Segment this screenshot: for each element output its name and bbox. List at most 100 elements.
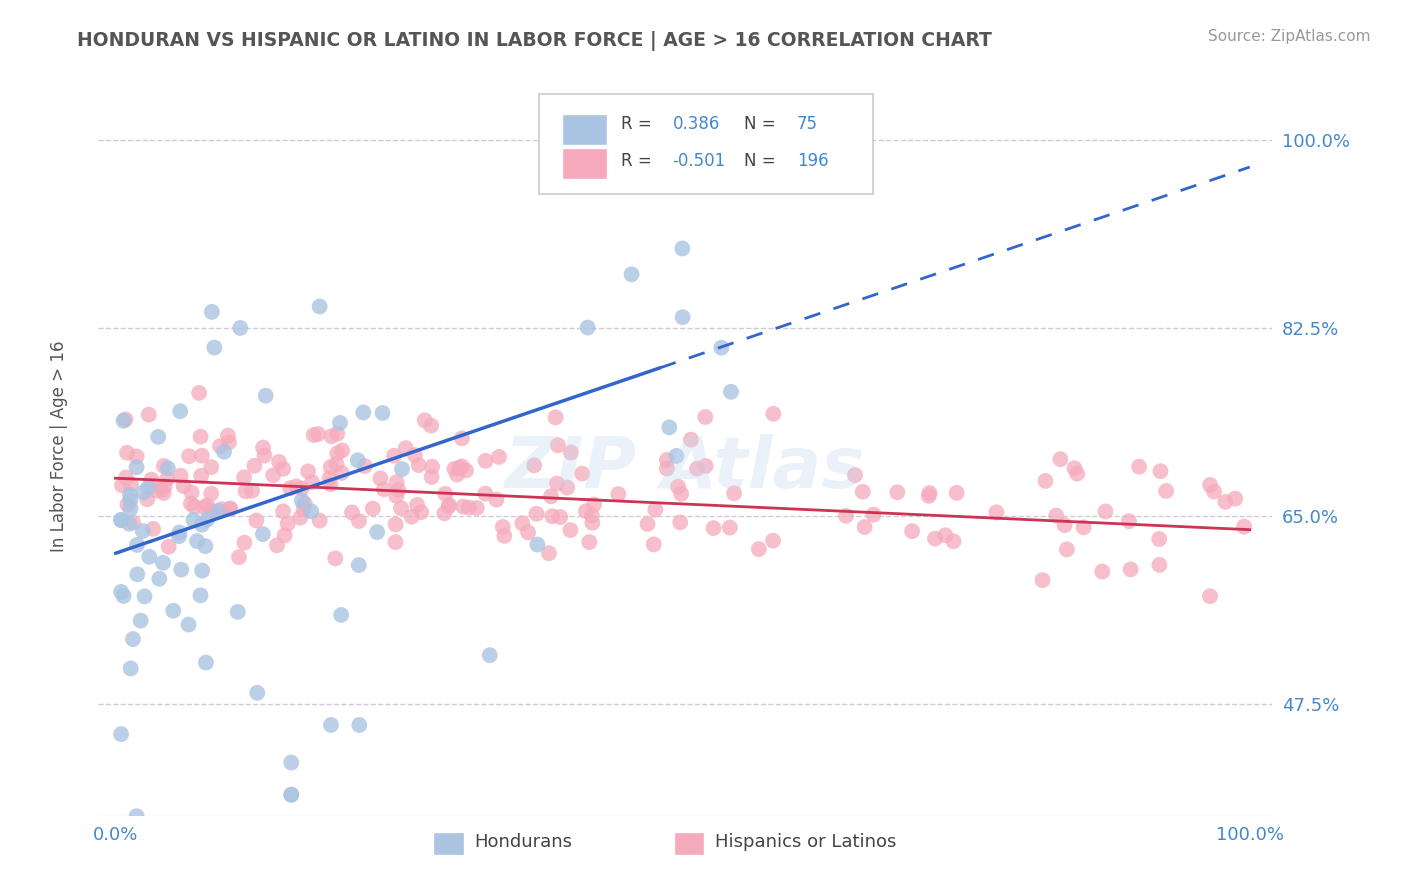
Point xyxy=(319,460,342,475)
Point xyxy=(1063,461,1085,475)
Point xyxy=(125,460,148,475)
Point xyxy=(1094,504,1116,518)
Point xyxy=(665,449,688,463)
Point xyxy=(200,486,222,500)
Point xyxy=(127,567,149,582)
Point xyxy=(411,505,433,519)
Point xyxy=(262,468,284,483)
Point xyxy=(1118,514,1140,528)
Point xyxy=(122,516,145,530)
Point xyxy=(162,604,184,618)
Point xyxy=(607,487,630,501)
Point xyxy=(180,485,202,500)
Point xyxy=(1053,518,1076,533)
Point xyxy=(280,756,302,770)
Point xyxy=(290,510,312,524)
Point xyxy=(180,497,202,511)
Point xyxy=(156,461,179,475)
Point xyxy=(292,502,315,516)
Point xyxy=(391,462,413,476)
Point xyxy=(347,514,370,528)
Point xyxy=(695,458,717,473)
Point xyxy=(330,443,353,458)
Point xyxy=(326,446,349,460)
Point xyxy=(190,468,212,483)
Bar xyxy=(562,148,607,179)
Point xyxy=(671,242,693,256)
Point xyxy=(330,466,353,480)
Point xyxy=(451,431,474,445)
Point xyxy=(576,320,599,334)
Point xyxy=(319,718,342,732)
Point xyxy=(153,479,176,493)
Text: -0.501: -0.501 xyxy=(672,152,725,170)
Point xyxy=(1032,573,1054,587)
Point xyxy=(326,426,349,441)
Point xyxy=(406,498,429,512)
Point xyxy=(285,479,308,493)
Point xyxy=(644,502,666,516)
Point xyxy=(118,516,141,531)
Point xyxy=(212,444,235,458)
Point xyxy=(194,656,217,670)
Point xyxy=(125,538,148,552)
Point xyxy=(110,585,132,599)
Point xyxy=(218,435,240,450)
Point xyxy=(942,534,965,549)
Point xyxy=(1233,519,1256,533)
Point xyxy=(141,473,163,487)
Point xyxy=(138,549,160,564)
Point xyxy=(510,516,533,531)
Point xyxy=(132,485,155,500)
Point xyxy=(111,478,134,492)
FancyBboxPatch shape xyxy=(538,95,873,194)
Point xyxy=(321,429,343,443)
Point xyxy=(433,506,456,520)
Point xyxy=(1045,508,1067,523)
Point xyxy=(581,516,603,530)
Point xyxy=(384,517,406,532)
Point xyxy=(451,500,474,514)
Point xyxy=(886,485,908,500)
Point xyxy=(702,521,724,535)
Text: R =: R = xyxy=(621,152,657,170)
Point xyxy=(110,513,132,527)
Point xyxy=(112,414,135,428)
Point xyxy=(637,516,659,531)
Point xyxy=(537,546,560,560)
Point xyxy=(134,590,156,604)
Point xyxy=(526,538,548,552)
Point xyxy=(541,509,564,524)
Point xyxy=(945,486,967,500)
Point xyxy=(1147,532,1170,546)
Text: N =: N = xyxy=(744,115,780,133)
Point xyxy=(371,406,394,420)
Point xyxy=(228,550,250,565)
Point xyxy=(454,463,477,477)
Point xyxy=(169,525,191,540)
Point xyxy=(523,458,546,473)
Point xyxy=(1202,484,1225,499)
Point xyxy=(120,493,142,508)
Point xyxy=(120,501,142,516)
Point xyxy=(835,508,858,523)
Point xyxy=(373,482,395,496)
Point xyxy=(1149,464,1171,478)
Point xyxy=(353,458,375,473)
Point xyxy=(762,407,785,421)
Point xyxy=(986,505,1008,519)
Point xyxy=(1199,478,1222,492)
Point xyxy=(710,341,733,355)
Point xyxy=(145,483,167,498)
Point xyxy=(195,499,218,513)
Point xyxy=(1215,495,1237,509)
Point xyxy=(547,438,569,452)
Point xyxy=(918,486,941,500)
Point xyxy=(1035,474,1057,488)
Point xyxy=(280,788,302,802)
Point xyxy=(190,588,212,602)
Point xyxy=(450,459,472,474)
Point xyxy=(156,472,179,486)
Point xyxy=(669,516,692,530)
Point xyxy=(748,542,770,557)
